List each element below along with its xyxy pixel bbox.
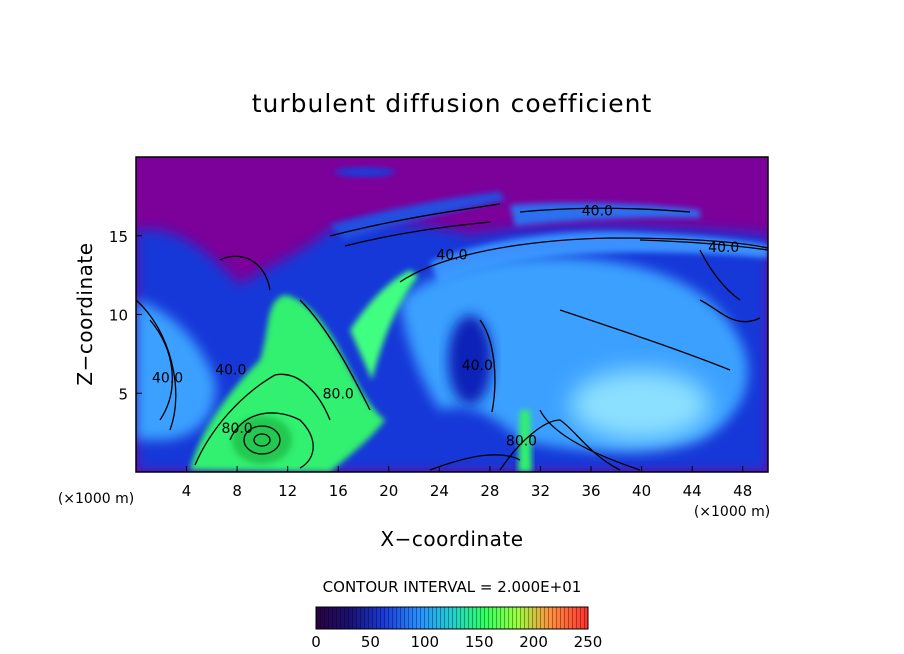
x-tick-label: 16 <box>329 482 348 500</box>
x-tick-label: 12 <box>278 482 297 500</box>
contour-label: 40.0 <box>462 358 493 374</box>
colorbar-ticks: 0 50 100 150 200 250 <box>311 633 602 651</box>
chart-title: turbulent diffusion coefficient <box>252 89 653 118</box>
colorbar-tick-label: 100 <box>410 633 439 651</box>
contour-label: 40.0 <box>436 248 467 264</box>
contour-label: 80.0 <box>506 434 537 450</box>
y-tick-label: 5 <box>118 385 128 403</box>
field-left-column <box>136 300 216 440</box>
y-axis-ticks: 5 10 15 <box>109 228 142 403</box>
x-tick-label: 24 <box>430 482 449 500</box>
contour-interval-text: CONTOUR INTERVAL = 2.000E+01 <box>323 578 582 596</box>
y-tick-label: 15 <box>109 228 128 246</box>
x-axis-unit-right: (×1000 m) <box>694 504 770 520</box>
field-bright-core <box>570 370 710 440</box>
field-green-blob <box>232 416 292 464</box>
contour-label: 40.0 <box>708 240 739 256</box>
colorbar-frame <box>315 606 589 630</box>
field-green-column <box>518 410 532 472</box>
field-dark-pocket <box>448 315 492 405</box>
x-axis-unit-left: (×1000 m) <box>58 491 134 507</box>
x-tick-label: 44 <box>683 482 702 500</box>
contour-field <box>136 157 768 472</box>
colorbar-tick-label: 250 <box>574 633 603 651</box>
colorbar-tick-label: 150 <box>465 633 494 651</box>
y-tick-label: 10 <box>109 307 128 325</box>
x-tick-label: 36 <box>581 482 600 500</box>
y-axis-label: Z−coordinate <box>73 242 97 385</box>
colorbar-tick-label: 0 <box>311 633 321 651</box>
x-tick-label: 32 <box>531 482 550 500</box>
x-tick-label: 4 <box>182 482 192 500</box>
field-streak-1 <box>330 192 505 240</box>
colorbar-tick-label: 50 <box>361 633 380 651</box>
colorbar <box>315 606 589 630</box>
contour-label: 40.0 <box>582 204 613 220</box>
contour-lines <box>136 203 768 471</box>
x-axis-ticks: 4 8 12 16 20 24 28 32 36 40 44 48 <box>182 466 752 500</box>
x-tick-label: 8 <box>232 482 242 500</box>
field-green-streak <box>350 270 418 380</box>
x-tick-label: 20 <box>379 482 398 500</box>
contour-labels: 40.0 40.0 40.0 40.0 40.0 40.0 80.0 80.0 80.0 <box>152 204 739 450</box>
contour-label: 40.0 <box>152 371 183 387</box>
x-tick-label: 48 <box>733 482 752 500</box>
field-top-blob <box>335 167 395 177</box>
colorbar-hatch <box>316 607 588 629</box>
contour-label: 80.0 <box>222 421 253 437</box>
contour-label: 80.0 <box>323 386 354 402</box>
x-tick-label: 28 <box>480 482 499 500</box>
x-axis-label: X−coordinate <box>380 527 523 551</box>
x-tick-label: 40 <box>632 482 651 500</box>
contour-label: 40.0 <box>215 363 246 379</box>
colorbar-tick-label: 200 <box>519 633 548 651</box>
